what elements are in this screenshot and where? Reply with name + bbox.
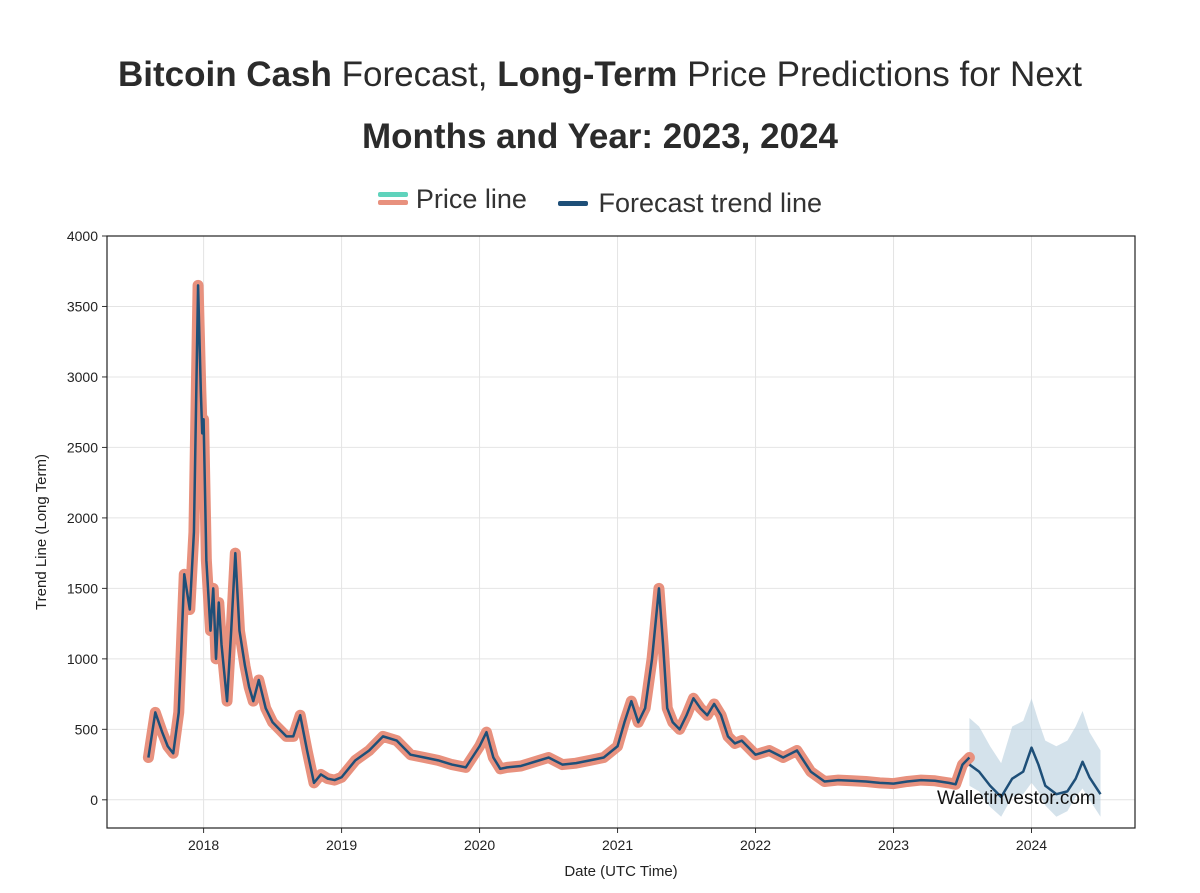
title-part-predictions: Price Predictions for Next — [687, 55, 1083, 94]
legend-item-price: Price line — [377, 183, 527, 215]
forecast-trend-line — [968, 746, 1102, 799]
watermark: Walletinvestor.com — [937, 788, 1096, 809]
plot-frame — [106, 235, 1136, 829]
x-tick-label: 2023 — [878, 837, 909, 853]
y-tick-label: 4000 — [67, 228, 98, 244]
title-part-coin: Bitcoin Cash — [117, 55, 332, 94]
chart-title: Bitcoin Cash Forecast, Long-Term Price P… — [0, 44, 1200, 168]
x-axis-label: Date (UTC Time) — [564, 863, 677, 880]
y-tick-label: 1000 — [67, 651, 98, 667]
x-tick-label: 2019 — [326, 837, 357, 853]
price-trend-overlay — [147, 284, 971, 786]
y-tick-label: 2500 — [67, 439, 98, 455]
legend-label-price: Price line — [415, 183, 527, 214]
y-tick-label: 3000 — [67, 369, 98, 385]
legend-swatch-price — [377, 192, 408, 206]
title-line-2: Months and Year: 2023, 2024 — [362, 117, 838, 156]
chart-legend: Price line Forecast trend line — [0, 182, 1200, 219]
x-tick-label: 2024 — [1016, 837, 1047, 853]
y-tick-label: 500 — [75, 721, 99, 737]
x-tick-label: 2022 — [740, 837, 771, 853]
legend-swatch-forecast — [558, 201, 589, 206]
title-part-longterm: Long-Term — [497, 55, 678, 94]
y-axis-label: Trend Line (Long Term) — [33, 454, 50, 610]
y-tick-label: 3500 — [67, 298, 98, 314]
x-tick-label: 2021 — [602, 837, 633, 853]
y-tick-label: 1500 — [67, 580, 98, 596]
x-tick-label: 2020 — [464, 837, 495, 853]
title-part-forecast: Forecast, — [341, 55, 488, 94]
legend-label-forecast: Forecast trend line — [598, 188, 823, 218]
y-tick-label: 2000 — [67, 510, 98, 526]
y-tick-label: 0 — [90, 792, 98, 808]
legend-item-forecast: Forecast trend line — [558, 188, 822, 219]
x-tick-label: 2018 — [188, 837, 219, 853]
